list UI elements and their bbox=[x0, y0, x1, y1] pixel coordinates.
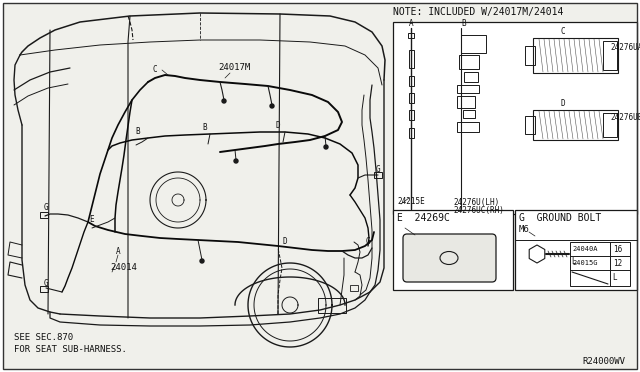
Text: 24015G: 24015G bbox=[572, 260, 598, 266]
Bar bbox=[459, 55, 479, 69]
Bar bbox=[457, 122, 479, 132]
Text: NOTE: INCLUDED W/24017M/24014: NOTE: INCLUDED W/24017M/24014 bbox=[393, 7, 563, 17]
Text: 12: 12 bbox=[613, 259, 622, 267]
Text: B: B bbox=[136, 128, 140, 137]
Text: 24040A: 24040A bbox=[572, 246, 598, 252]
Circle shape bbox=[222, 99, 226, 103]
Text: G: G bbox=[376, 166, 380, 174]
Bar bbox=[533, 110, 618, 140]
Text: L: L bbox=[571, 257, 575, 266]
Text: D: D bbox=[276, 122, 280, 131]
Text: G  GROUND BOLT: G GROUND BOLT bbox=[519, 213, 601, 223]
Text: C: C bbox=[153, 65, 157, 74]
Bar bbox=[525, 116, 535, 134]
Bar bbox=[409, 76, 414, 86]
Text: E  24269C: E 24269C bbox=[397, 213, 450, 223]
Text: M6: M6 bbox=[519, 225, 530, 234]
Text: 24014: 24014 bbox=[110, 263, 137, 273]
Text: 16: 16 bbox=[613, 244, 622, 253]
Bar bbox=[525, 46, 535, 65]
Bar bbox=[461, 35, 486, 53]
Text: A: A bbox=[409, 19, 413, 29]
Text: FOR SEAT SUB-HARNESS.: FOR SEAT SUB-HARNESS. bbox=[14, 346, 127, 355]
Text: L: L bbox=[612, 273, 616, 282]
Bar bbox=[40, 286, 48, 292]
Text: SEE SEC.870: SEE SEC.870 bbox=[14, 334, 73, 343]
Bar bbox=[393, 210, 513, 290]
Bar bbox=[409, 110, 414, 120]
Text: D: D bbox=[561, 99, 565, 109]
Bar bbox=[409, 50, 414, 68]
Bar bbox=[318, 298, 346, 313]
Text: B: B bbox=[203, 124, 207, 132]
Bar bbox=[40, 212, 48, 218]
Text: 24276UA: 24276UA bbox=[610, 44, 640, 52]
Bar bbox=[408, 33, 414, 38]
Text: 24276UB: 24276UB bbox=[610, 113, 640, 122]
Bar bbox=[457, 96, 475, 108]
Circle shape bbox=[324, 145, 328, 149]
Circle shape bbox=[270, 104, 274, 108]
Text: 24215E: 24215E bbox=[397, 198, 425, 206]
Bar bbox=[464, 72, 478, 82]
Text: G: G bbox=[44, 279, 48, 288]
Text: B: B bbox=[461, 19, 466, 29]
FancyBboxPatch shape bbox=[403, 234, 496, 282]
Text: 24276U(LH): 24276U(LH) bbox=[453, 198, 499, 206]
Bar bbox=[457, 85, 479, 93]
Bar bbox=[515, 210, 637, 290]
Bar bbox=[533, 38, 618, 73]
Text: D: D bbox=[283, 237, 287, 247]
Text: G: G bbox=[44, 203, 48, 212]
Text: 24017M: 24017M bbox=[218, 64, 250, 73]
Text: G: G bbox=[365, 237, 371, 247]
Circle shape bbox=[234, 159, 238, 163]
Bar bbox=[409, 128, 414, 138]
Bar bbox=[603, 113, 617, 137]
Bar bbox=[393, 22, 637, 214]
Text: 24276UC(RH): 24276UC(RH) bbox=[453, 205, 504, 215]
Bar bbox=[463, 110, 475, 118]
Text: E: E bbox=[90, 215, 94, 224]
Bar bbox=[409, 93, 414, 103]
Bar bbox=[603, 41, 617, 70]
Text: C: C bbox=[561, 28, 565, 36]
Ellipse shape bbox=[440, 251, 458, 264]
Bar bbox=[374, 172, 382, 178]
Circle shape bbox=[200, 259, 204, 263]
Bar bbox=[350, 285, 358, 291]
Text: R24000WV: R24000WV bbox=[582, 357, 625, 366]
Bar bbox=[570, 242, 630, 286]
Text: A: A bbox=[116, 247, 120, 257]
